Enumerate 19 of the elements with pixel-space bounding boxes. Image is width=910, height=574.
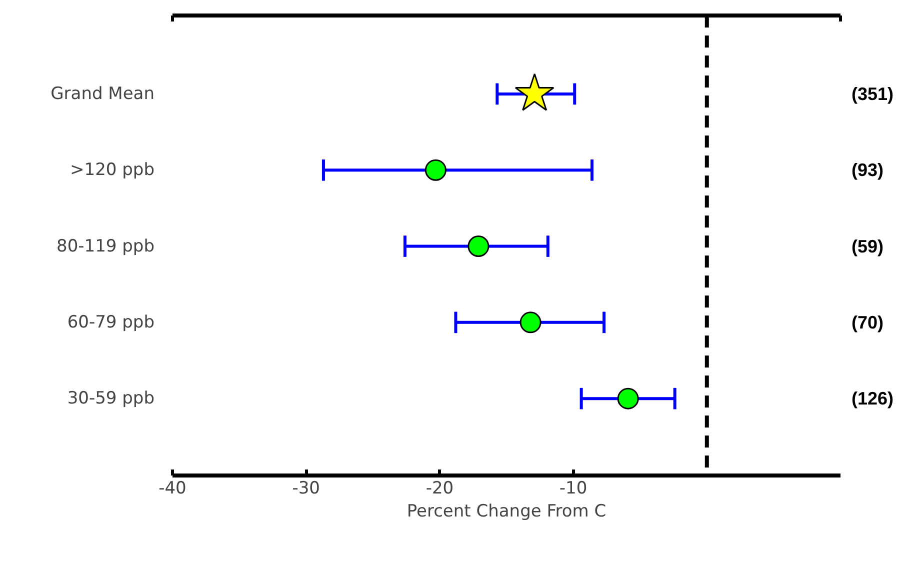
text: (126): [852, 388, 894, 409]
text: (351): [852, 84, 894, 104]
y-tick-label: Grand Mean: [50, 84, 155, 104]
text: (59): [852, 236, 884, 256]
x-tick-label: -20: [426, 478, 454, 498]
point: [424, 159, 446, 181]
x-tick-label: -40: [158, 478, 186, 498]
y-tick-label: 60-79 ppb: [67, 312, 155, 332]
x-tick-label: -30: [292, 478, 320, 498]
y-tick-label: 30-59 ppb: [67, 388, 155, 409]
x-axis-title: Percent Change From C: [406, 502, 606, 522]
point: [468, 236, 490, 257]
y-tick-label: 80-119 ppb: [56, 236, 155, 256]
y-tick-label: >120 ppb: [70, 160, 154, 180]
point: [520, 312, 542, 334]
x-tick-label: -10: [559, 478, 588, 498]
text: (93): [852, 160, 884, 180]
point: [617, 388, 639, 410]
text: (70): [852, 312, 884, 332]
